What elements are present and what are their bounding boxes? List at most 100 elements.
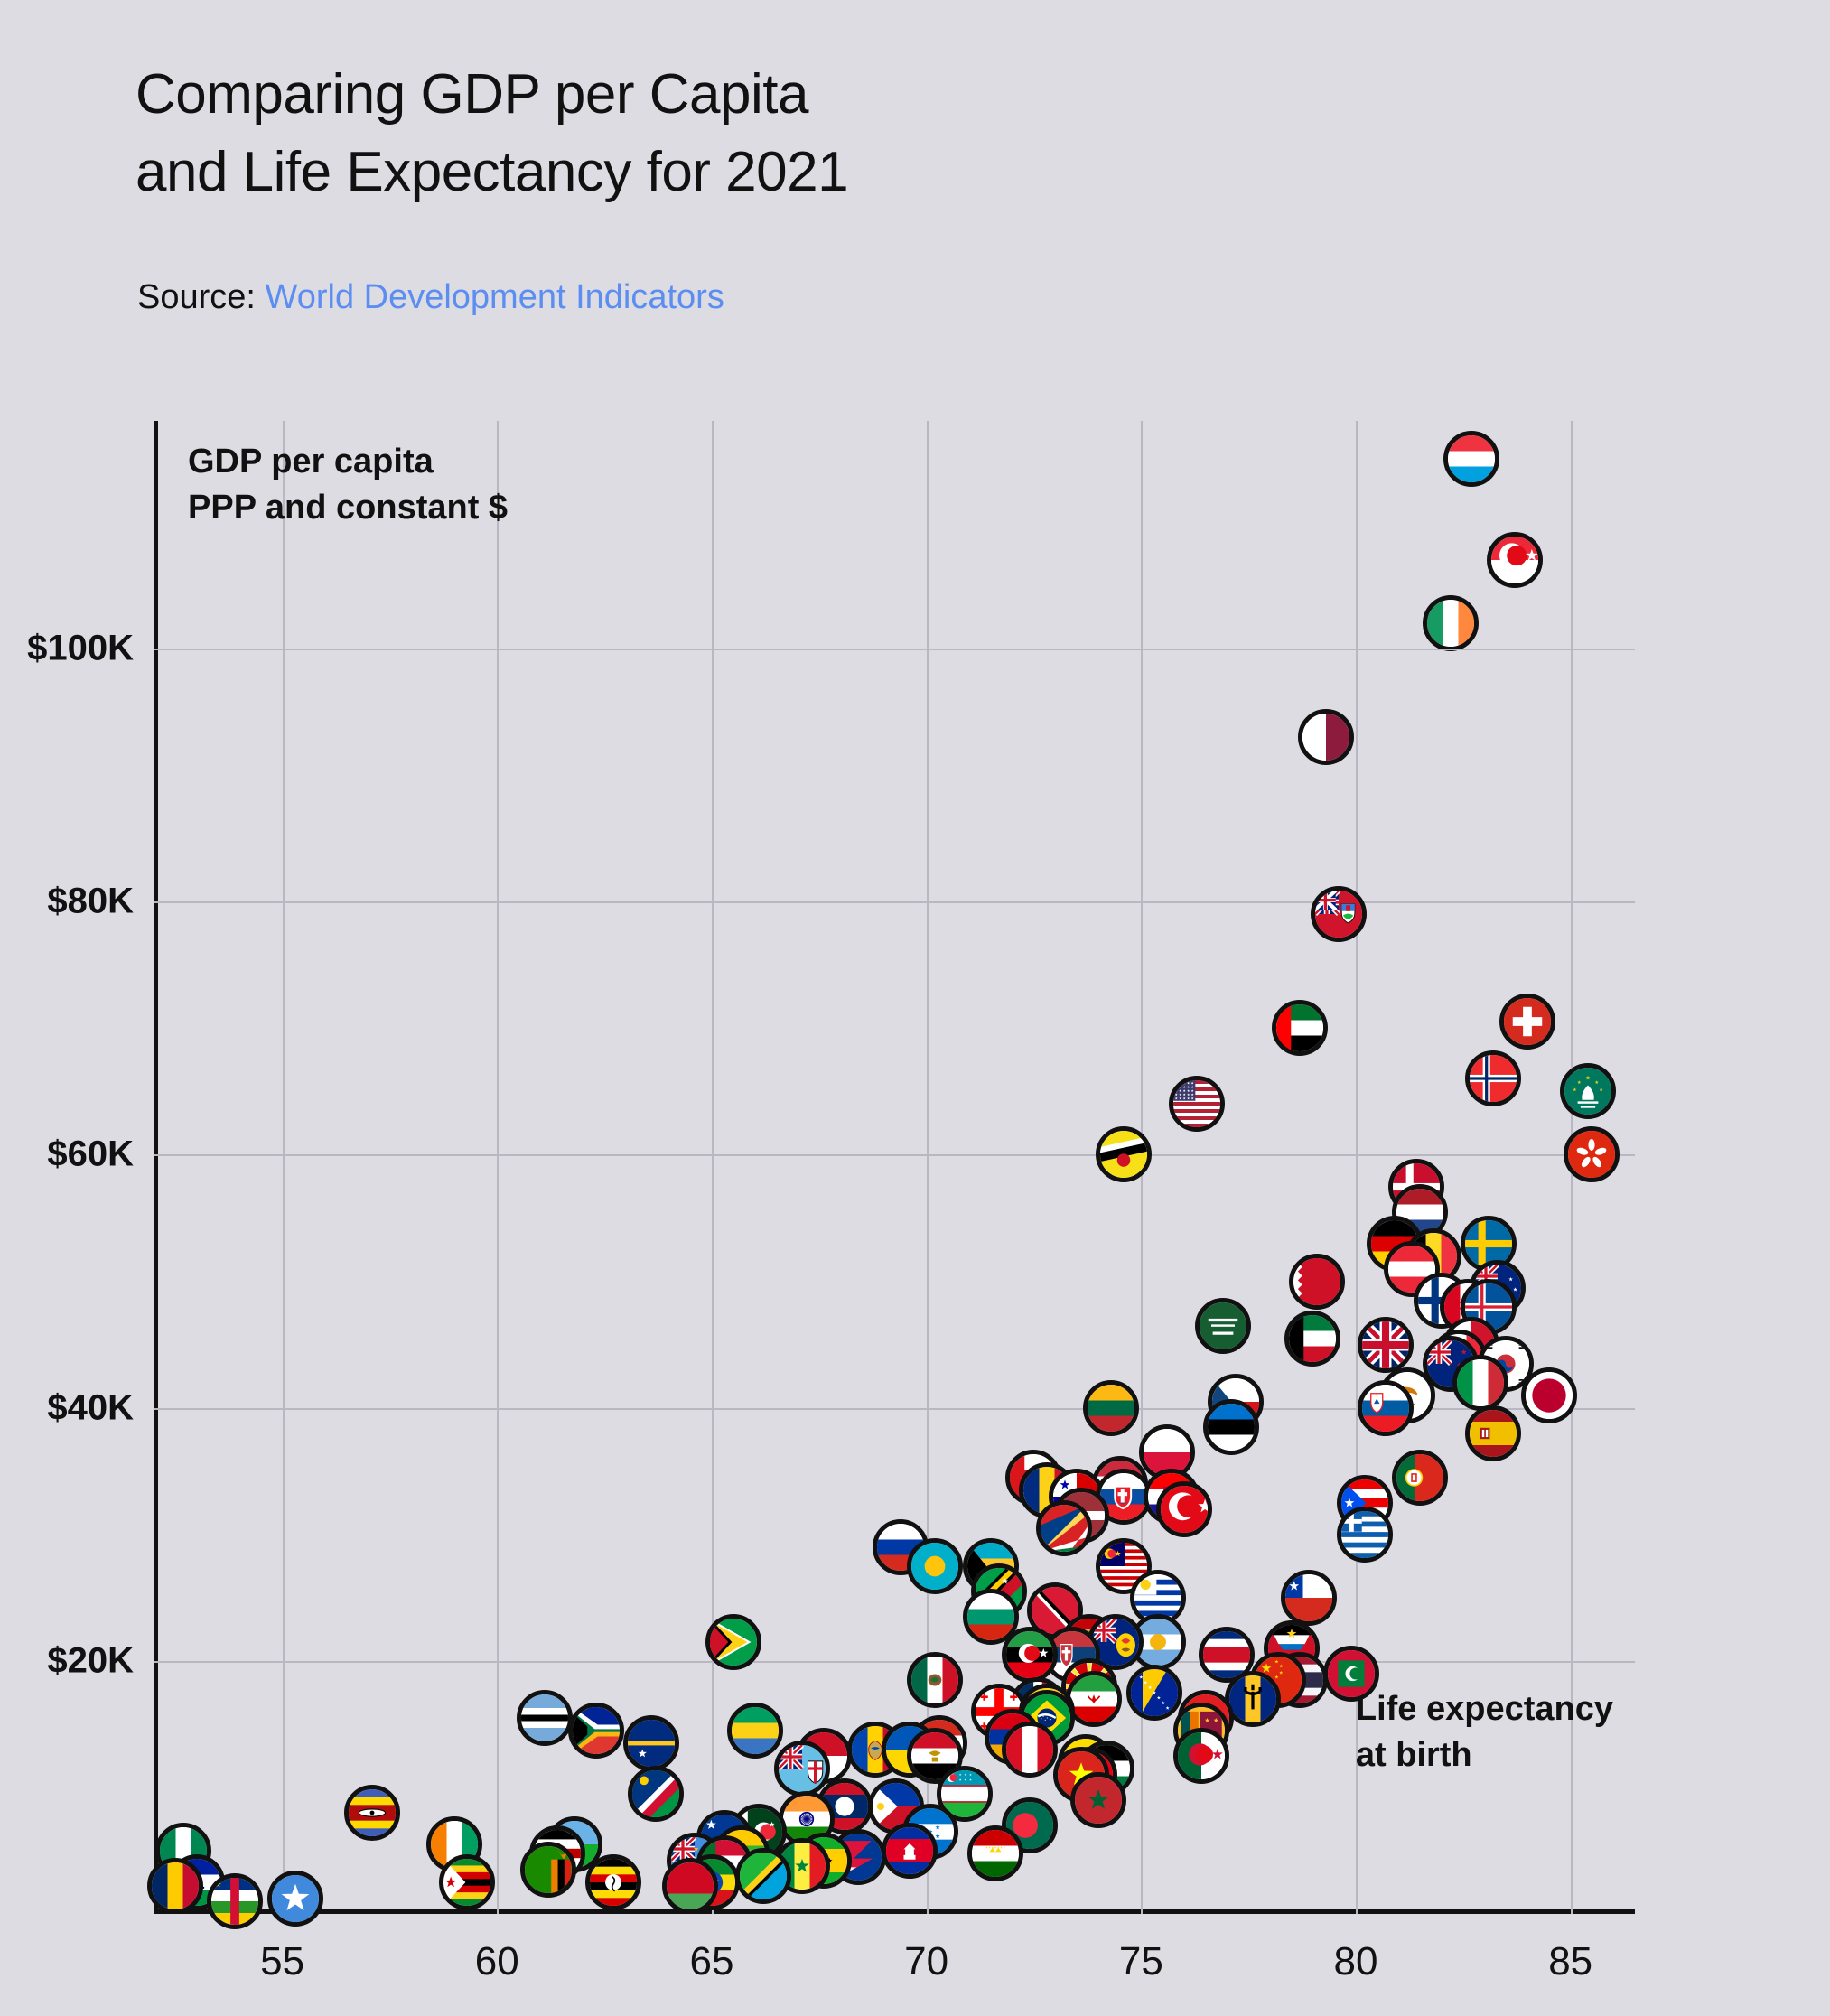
flag-icon-ir [1070,1675,1118,1722]
data-point-flag[interactable] [1001,1626,1058,1683]
data-point-flag[interactable] [1272,1000,1329,1057]
data-point-flag[interactable] [705,1613,761,1670]
flag-icon-bm [1315,891,1362,938]
source-prefix: Source: [137,278,266,316]
x-axis-tick-label: 75 [1118,1939,1163,1983]
data-point-flag[interactable] [1280,1569,1337,1626]
data-point-flag[interactable] [1194,1297,1251,1354]
flag-icon-sk [1100,1472,1148,1520]
flag-icon-sz [349,1788,397,1836]
data-point-flag[interactable] [1422,595,1479,652]
data-point-flag[interactable] [1461,1278,1517,1335]
data-point-flag[interactable] [1130,1613,1187,1670]
gridline-vertical [926,421,929,1914]
flag-icon-dz [1177,1731,1225,1779]
flag-icon-fj [778,1744,826,1792]
flag-icon-jp [1525,1371,1573,1419]
data-point-flag[interactable] [1443,431,1500,488]
data-point-flag[interactable] [1169,1076,1226,1133]
data-point-flag[interactable] [1096,1537,1153,1594]
data-point-flag[interactable] [1358,1379,1415,1436]
data-point-flag[interactable] [516,1689,573,1746]
flag-icon-lt [1088,1384,1135,1432]
flag-icon-by [667,1862,714,1910]
data-point-flag[interactable] [1392,1449,1449,1506]
data-point-flag[interactable] [1125,1664,1182,1721]
data-point-flag[interactable] [1289,1253,1346,1310]
data-point-flag[interactable] [907,1537,964,1594]
data-point-flag[interactable] [146,1858,203,1915]
data-point-flag[interactable] [1284,1310,1341,1367]
flag-icon-uz [941,1769,989,1817]
flag-icon-ug [589,1858,637,1906]
data-point-flag[interactable] [735,1847,791,1904]
data-point-flag[interactable] [628,1765,685,1822]
data-point-flag[interactable] [1520,1367,1577,1423]
data-point-flag[interactable] [1486,532,1543,589]
data-point-flag[interactable] [1323,1645,1380,1702]
data-point-flag[interactable] [584,1853,641,1910]
flag-icon-es [1470,1409,1517,1457]
data-point-flag[interactable] [520,1841,577,1898]
data-point-flag[interactable] [773,1740,830,1797]
flag-icon-it [1456,1358,1504,1406]
data-point-flag[interactable] [439,1853,495,1910]
data-point-flag[interactable] [1172,1727,1229,1784]
data-point-flag[interactable] [1465,1405,1522,1461]
data-point-flag[interactable] [1001,1797,1058,1853]
data-point-flag[interactable] [1564,1126,1620,1183]
data-point-flag[interactable] [1155,1480,1212,1537]
flag-icon-kh [885,1826,933,1874]
data-point-flag[interactable] [1452,1354,1508,1411]
source-link[interactable]: World Development Indicators [265,278,724,316]
data-point-flag[interactable] [1096,1126,1153,1183]
flag-icon-sg [1490,537,1538,584]
data-point-flag[interactable] [1465,1050,1522,1107]
data-point-flag[interactable] [1069,1771,1126,1828]
data-point-flag[interactable] [962,1588,1019,1645]
flag-icon-kw [1289,1314,1337,1362]
y-axis-tick-label: $60K [47,1134,134,1174]
flag-icon-gb [1362,1321,1410,1368]
flag-icon-za [572,1706,620,1754]
gridline-vertical [497,421,500,1914]
flag-icon-mv [1328,1649,1376,1697]
data-point-flag[interactable] [1461,1215,1517,1272]
data-point-flag[interactable] [1083,1379,1140,1436]
data-point-flag[interactable] [1035,1499,1092,1556]
flag-icon-ba [1130,1668,1178,1716]
flag-icon-so [271,1875,319,1923]
gridline-horizontal [154,901,1635,904]
data-point-flag[interactable] [1199,1626,1256,1683]
flag-icon-ga [731,1706,779,1754]
data-point-flag[interactable] [662,1858,719,1915]
data-point-flag[interactable] [1311,886,1367,943]
data-point-flag[interactable] [881,1822,938,1879]
flag-icon-na [632,1769,680,1817]
data-point-flag[interactable] [1224,1670,1281,1727]
data-point-flag[interactable] [266,1871,323,1927]
data-point-flag[interactable] [1066,1670,1123,1727]
flag-icon-tr [1160,1485,1208,1533]
data-point-flag[interactable] [1358,1316,1415,1373]
data-point-flag[interactable] [907,1651,964,1708]
data-point-flag[interactable] [207,1872,264,1929]
flag-icon-kz [911,1542,959,1590]
data-point-flag[interactable] [966,1825,1023,1881]
data-point-flag[interactable] [1499,994,1556,1050]
data-point-flag[interactable] [1203,1398,1260,1455]
data-point-flag[interactable] [1096,1468,1153,1525]
data-point-flag[interactable] [344,1784,401,1841]
x-axis-tick-label: 55 [260,1939,305,1983]
flag-icon-se [1465,1219,1513,1267]
data-point-flag[interactable] [1559,1063,1616,1120]
flag-icon-gy [709,1618,757,1666]
data-point-flag[interactable] [1297,709,1354,766]
data-point-flag[interactable] [567,1702,624,1759]
data-point-flag[interactable] [1001,1721,1058,1778]
data-point-flag[interactable] [623,1714,680,1771]
flag-icon-qa [1302,714,1349,761]
gridline-horizontal [154,1660,1635,1663]
data-point-flag[interactable] [726,1702,783,1759]
data-point-flag[interactable] [1336,1506,1393,1563]
